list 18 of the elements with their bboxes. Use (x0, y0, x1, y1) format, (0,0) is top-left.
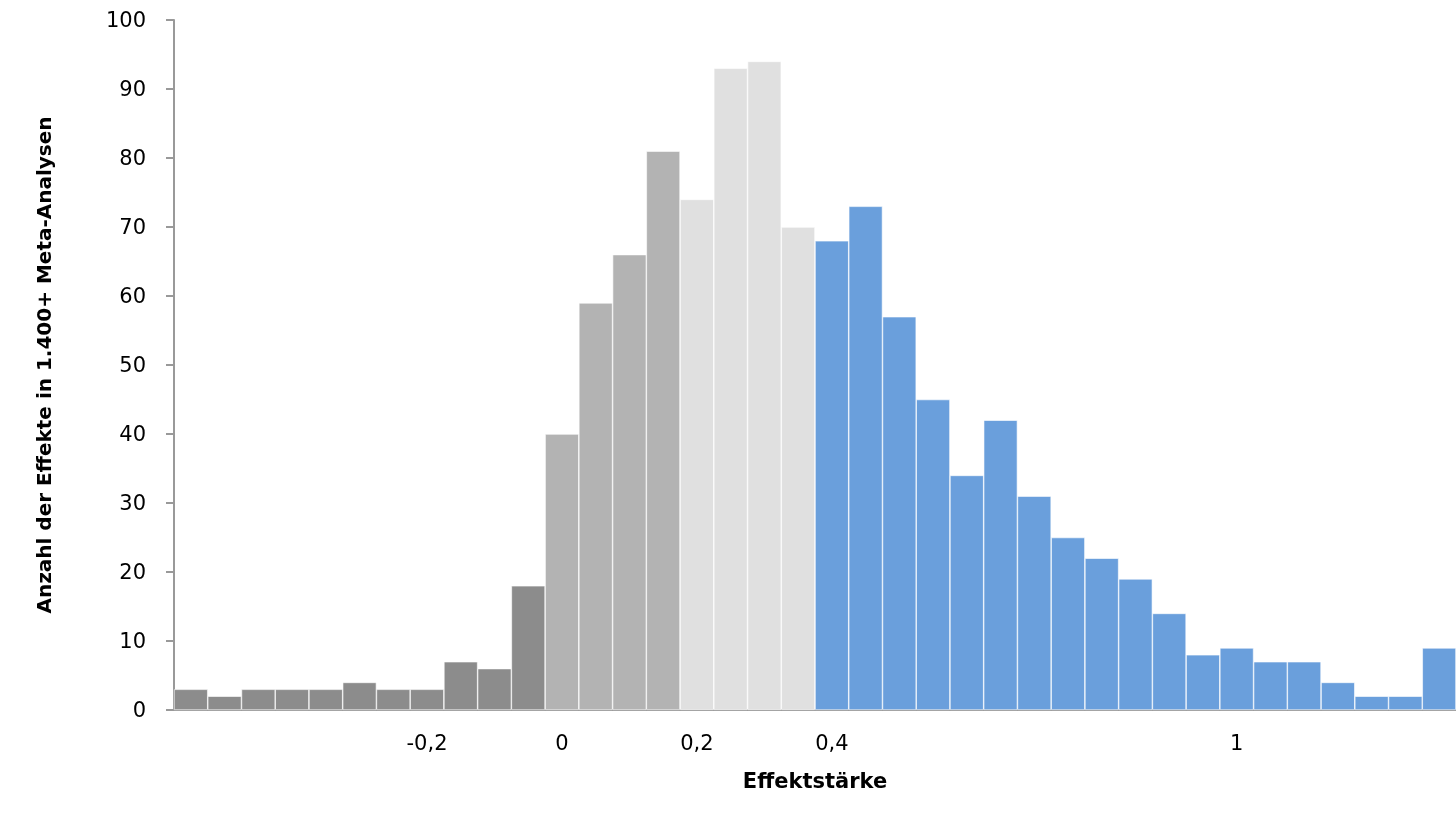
y-tick-label: 20 (119, 560, 146, 584)
y-tick-label: 90 (119, 77, 146, 101)
x-tick-label: -0,2 (406, 730, 448, 755)
y-tick-label: 70 (119, 215, 146, 239)
y-tick-label: 10 (119, 629, 146, 653)
y-tick-label: 30 (119, 491, 146, 515)
y-axis-title: Anzahl der Effekte in 1.400+ Meta-Analysen (32, 116, 56, 614)
x-tick-label: 0,2 (680, 730, 714, 755)
x-tick-label: 0,4 (815, 730, 849, 755)
x-tick-label: 1 (1230, 730, 1244, 755)
x-tick-label: 0 (555, 730, 569, 755)
y-tick-label: 40 (119, 422, 146, 446)
y-tick-label: 100 (105, 8, 146, 32)
y-tick-label: 80 (119, 146, 146, 170)
y-tick-label: 50 (119, 353, 146, 377)
y-tick-label: 0 (132, 698, 146, 722)
x-axis-title: Effektstärke (742, 768, 888, 793)
y-tick-label: 60 (119, 284, 146, 308)
